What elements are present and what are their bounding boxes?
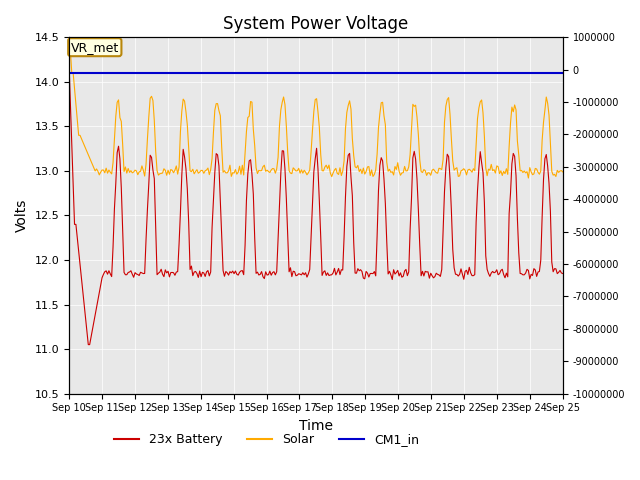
CM1_in bbox=[212, 70, 220, 76]
23x Battery bbox=[239, 268, 246, 274]
Legend: 23x Battery, Solar, CM1_in: 23x Battery, Solar, CM1_in bbox=[109, 429, 424, 452]
Y-axis label: Volts: Volts bbox=[15, 199, 29, 232]
CM1_in bbox=[559, 70, 566, 76]
Solar bbox=[559, 169, 566, 175]
Solar bbox=[525, 175, 532, 181]
X-axis label: Time: Time bbox=[299, 419, 333, 433]
Solar bbox=[230, 170, 238, 176]
Solar bbox=[65, 52, 73, 58]
23x Battery bbox=[533, 274, 541, 279]
CM1_in bbox=[237, 70, 244, 76]
Solar bbox=[214, 101, 221, 107]
23x Battery bbox=[65, 61, 73, 67]
CM1_in bbox=[531, 70, 539, 76]
23x Battery bbox=[230, 271, 238, 276]
23x Battery bbox=[559, 271, 566, 276]
Line: 23x Battery: 23x Battery bbox=[69, 64, 563, 345]
Solar bbox=[534, 169, 542, 175]
CM1_in bbox=[229, 70, 237, 76]
Solar bbox=[239, 162, 246, 168]
CM1_in bbox=[65, 70, 73, 76]
Solar bbox=[67, 48, 74, 54]
Solar bbox=[282, 123, 290, 129]
23x Battery bbox=[84, 342, 92, 348]
23x Battery bbox=[282, 195, 290, 201]
Line: Solar: Solar bbox=[69, 51, 563, 178]
Solar bbox=[127, 168, 135, 174]
23x Battery bbox=[214, 152, 221, 158]
Text: VR_met: VR_met bbox=[70, 41, 119, 54]
Title: System Power Voltage: System Power Voltage bbox=[223, 15, 408, 33]
CM1_in bbox=[125, 70, 133, 76]
CM1_in bbox=[281, 70, 289, 76]
23x Battery bbox=[127, 268, 135, 274]
